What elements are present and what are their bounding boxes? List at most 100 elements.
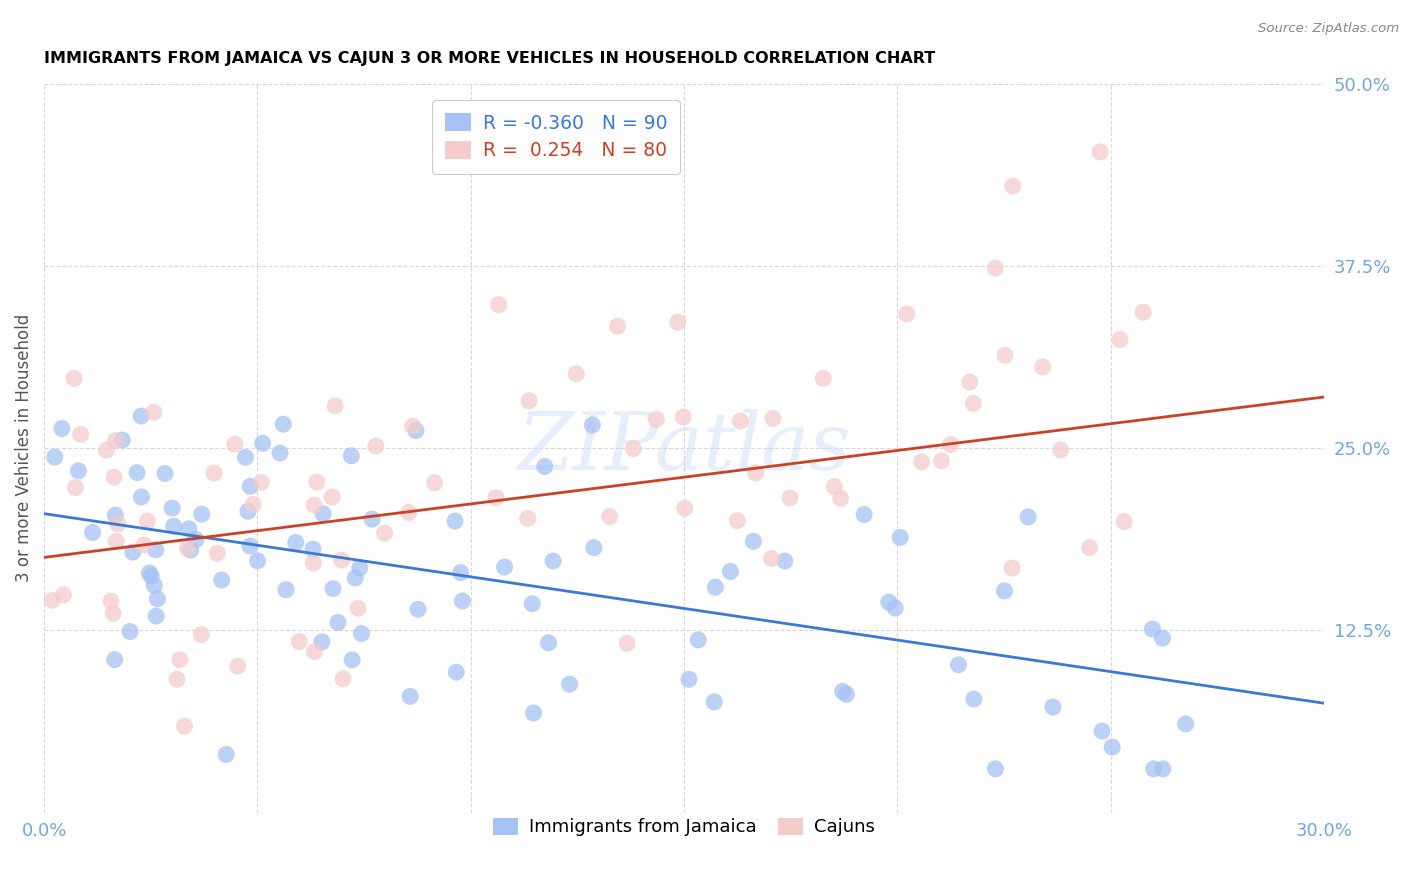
Point: [111, 433, 134, 447]
Point: [811, 371, 834, 385]
Point: [537, 636, 560, 650]
Point: [121, 545, 143, 559]
Point: [948, 657, 970, 672]
Point: [323, 399, 346, 413]
Point: [558, 677, 581, 691]
Point: [104, 652, 127, 666]
Point: [118, 624, 141, 639]
Point: [202, 466, 225, 480]
Point: [252, 436, 274, 450]
Point: [274, 582, 297, 597]
Point: [666, 315, 689, 329]
Point: [304, 644, 326, 658]
Point: [176, 541, 198, 556]
Point: [398, 506, 420, 520]
Point: [104, 508, 127, 523]
Point: [773, 554, 796, 568]
Point: [312, 507, 335, 521]
Point: [678, 673, 700, 687]
Point: [1152, 762, 1174, 776]
Point: [101, 607, 124, 621]
Point: [1049, 442, 1071, 457]
Point: [321, 490, 343, 504]
Point: [215, 747, 238, 762]
Point: [835, 687, 858, 701]
Point: [250, 475, 273, 490]
Point: [939, 437, 962, 451]
Point: [688, 632, 710, 647]
Point: [672, 409, 695, 424]
Y-axis label: 3 or more Vehicles in Household: 3 or more Vehicles in Household: [15, 314, 32, 582]
Point: [44, 450, 66, 464]
Point: [963, 692, 986, 706]
Point: [402, 419, 425, 434]
Point: [236, 504, 259, 518]
Point: [984, 762, 1007, 776]
Point: [177, 522, 200, 536]
Point: [1001, 561, 1024, 575]
Point: [889, 531, 911, 545]
Text: ZIPatlas: ZIPatlas: [517, 409, 851, 487]
Point: [1143, 762, 1166, 776]
Point: [190, 627, 212, 641]
Point: [132, 538, 155, 552]
Point: [361, 512, 384, 526]
Point: [136, 514, 159, 528]
Point: [450, 566, 472, 580]
Point: [742, 534, 765, 549]
Point: [242, 498, 264, 512]
Point: [322, 582, 344, 596]
Point: [744, 466, 766, 480]
Point: [1132, 305, 1154, 319]
Point: [984, 261, 1007, 276]
Point: [131, 490, 153, 504]
Point: [344, 571, 367, 585]
Point: [645, 412, 668, 426]
Point: [284, 535, 307, 549]
Point: [725, 514, 748, 528]
Point: [340, 653, 363, 667]
Point: [931, 454, 953, 468]
Point: [541, 554, 564, 568]
Point: [104, 434, 127, 448]
Point: [582, 541, 605, 555]
Point: [616, 636, 638, 650]
Point: [962, 396, 984, 410]
Point: [405, 424, 427, 438]
Point: [226, 659, 249, 673]
Point: [364, 439, 387, 453]
Point: [138, 566, 160, 580]
Point: [235, 450, 257, 465]
Point: [288, 634, 311, 648]
Point: [444, 665, 467, 680]
Point: [350, 626, 373, 640]
Point: [163, 519, 186, 533]
Point: [180, 543, 202, 558]
Point: [311, 635, 333, 649]
Point: [246, 554, 269, 568]
Point: [1109, 333, 1132, 347]
Point: [533, 459, 555, 474]
Point: [82, 525, 104, 540]
Point: [993, 583, 1015, 598]
Point: [184, 533, 207, 547]
Point: [166, 672, 188, 686]
Point: [65, 481, 87, 495]
Point: [730, 414, 752, 428]
Point: [63, 371, 86, 385]
Point: [517, 393, 540, 408]
Point: [153, 467, 176, 481]
Point: [877, 595, 900, 609]
Point: [239, 479, 262, 493]
Point: [423, 475, 446, 490]
Point: [762, 411, 785, 425]
Point: [565, 367, 588, 381]
Point: [1114, 515, 1136, 529]
Text: Source: ZipAtlas.com: Source: ZipAtlas.com: [1258, 22, 1399, 36]
Point: [1174, 717, 1197, 731]
Point: [1017, 510, 1039, 524]
Point: [488, 298, 510, 312]
Point: [896, 307, 918, 321]
Point: [96, 443, 118, 458]
Point: [142, 405, 165, 419]
